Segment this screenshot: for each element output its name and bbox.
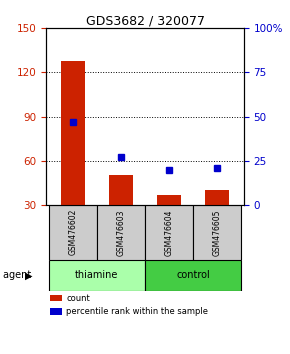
Text: thiamine: thiamine	[75, 270, 119, 280]
Bar	[50, 308, 62, 315]
Bar	[193, 205, 241, 260]
Bar	[49, 260, 145, 291]
Bar	[145, 260, 241, 291]
Text: count: count	[66, 293, 90, 303]
Text: percentile rank within the sample: percentile rank within the sample	[66, 307, 208, 316]
Bar	[49, 205, 97, 260]
Text: ▶: ▶	[25, 270, 33, 280]
Text: GSM476604: GSM476604	[164, 209, 173, 256]
Bar	[50, 295, 62, 301]
Title: GDS3682 / 320077: GDS3682 / 320077	[86, 14, 204, 27]
Text: agent: agent	[3, 270, 34, 280]
Bar	[61, 61, 85, 205]
Bar	[97, 205, 145, 260]
Text: GSM476602: GSM476602	[68, 209, 77, 256]
Bar	[157, 195, 181, 205]
Bar	[109, 176, 133, 205]
Text: GSM476603: GSM476603	[117, 209, 126, 256]
Text: GSM476605: GSM476605	[213, 209, 222, 256]
Bar	[145, 205, 193, 260]
Bar	[205, 190, 229, 205]
Text: control: control	[176, 270, 210, 280]
